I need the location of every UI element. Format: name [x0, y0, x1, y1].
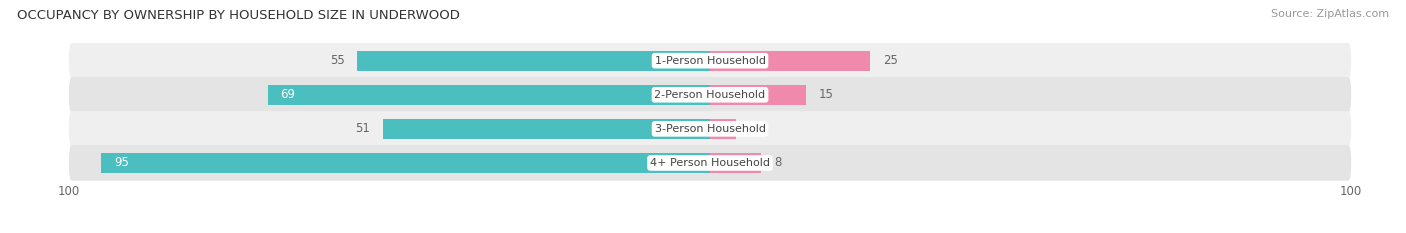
- FancyBboxPatch shape: [69, 111, 1351, 147]
- Text: 15: 15: [818, 88, 834, 101]
- Text: 51: 51: [356, 122, 370, 135]
- Text: 55: 55: [330, 54, 344, 67]
- FancyBboxPatch shape: [69, 43, 1351, 79]
- Text: 25: 25: [883, 54, 898, 67]
- Text: 1-Person Household: 1-Person Household: [655, 56, 765, 66]
- Text: 69: 69: [281, 88, 295, 101]
- Text: 4: 4: [748, 122, 756, 135]
- Text: 95: 95: [114, 157, 129, 169]
- Bar: [357, 51, 710, 71]
- Bar: [382, 119, 710, 139]
- Bar: [101, 153, 710, 173]
- Text: 2-Person Household: 2-Person Household: [654, 90, 766, 100]
- Text: 8: 8: [775, 157, 782, 169]
- Bar: [710, 85, 806, 105]
- Bar: [710, 153, 761, 173]
- FancyBboxPatch shape: [69, 145, 1351, 181]
- Text: 3-Person Household: 3-Person Household: [655, 124, 765, 134]
- Text: OCCUPANCY BY OWNERSHIP BY HOUSEHOLD SIZE IN UNDERWOOD: OCCUPANCY BY OWNERSHIP BY HOUSEHOLD SIZE…: [17, 9, 460, 22]
- Text: Source: ZipAtlas.com: Source: ZipAtlas.com: [1271, 9, 1389, 19]
- Bar: [267, 85, 710, 105]
- Bar: [710, 119, 735, 139]
- Text: 4+ Person Household: 4+ Person Household: [650, 158, 770, 168]
- FancyBboxPatch shape: [69, 77, 1351, 113]
- Bar: [710, 51, 870, 71]
